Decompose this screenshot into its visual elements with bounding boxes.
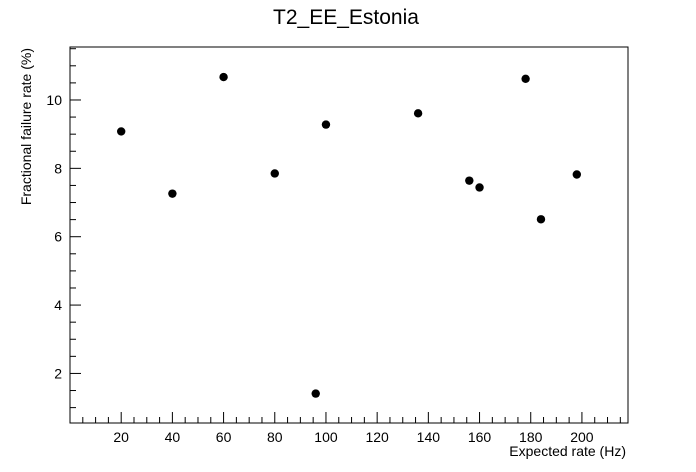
data-point bbox=[168, 189, 177, 198]
x-tick-label: 60 bbox=[216, 429, 232, 445]
x-tick-label: 160 bbox=[468, 429, 492, 445]
data-point bbox=[572, 170, 582, 179]
y-tick-label: 4 bbox=[54, 297, 62, 313]
y-axis-ticks bbox=[70, 48, 81, 409]
x-tick-label: 100 bbox=[314, 429, 338, 445]
data-point bbox=[465, 176, 474, 185]
y-axis-tick-labels: 2 4 6 8 10 bbox=[46, 92, 62, 381]
data-point bbox=[521, 74, 530, 83]
data-points bbox=[116, 72, 582, 398]
y-tick-label: 8 bbox=[54, 160, 62, 176]
data-point bbox=[321, 120, 331, 129]
data-point bbox=[536, 215, 546, 224]
y-tick-label: 6 bbox=[54, 229, 62, 245]
y-tick-label: 10 bbox=[46, 92, 62, 108]
data-point bbox=[219, 72, 228, 82]
data-point bbox=[475, 183, 484, 192]
data-point bbox=[311, 389, 320, 398]
y-axis-title: Fractional failure rate (%) bbox=[18, 48, 34, 205]
x-tick-label: 20 bbox=[113, 429, 129, 445]
x-tick-label: 180 bbox=[519, 429, 543, 445]
x-axis-title: Expected rate (Hz) bbox=[509, 443, 626, 459]
plot-frame bbox=[69, 46, 629, 424]
x-tick-label: 140 bbox=[417, 429, 441, 445]
x-tick-label: 80 bbox=[267, 429, 283, 445]
x-tick-label: 120 bbox=[365, 429, 389, 445]
x-tick-label: 200 bbox=[570, 429, 594, 445]
data-point bbox=[270, 169, 279, 178]
y-tick-label: 2 bbox=[54, 365, 62, 381]
x-tick-label: 40 bbox=[165, 429, 181, 445]
data-point bbox=[116, 127, 126, 136]
data-point bbox=[413, 109, 423, 118]
x-axis-ticks bbox=[82, 412, 621, 423]
chart-title: T2_EE_Estonia bbox=[273, 6, 419, 29]
x-axis-tick-labels: 20 40 60 80 100 120 140 160 180 200 bbox=[113, 429, 593, 445]
